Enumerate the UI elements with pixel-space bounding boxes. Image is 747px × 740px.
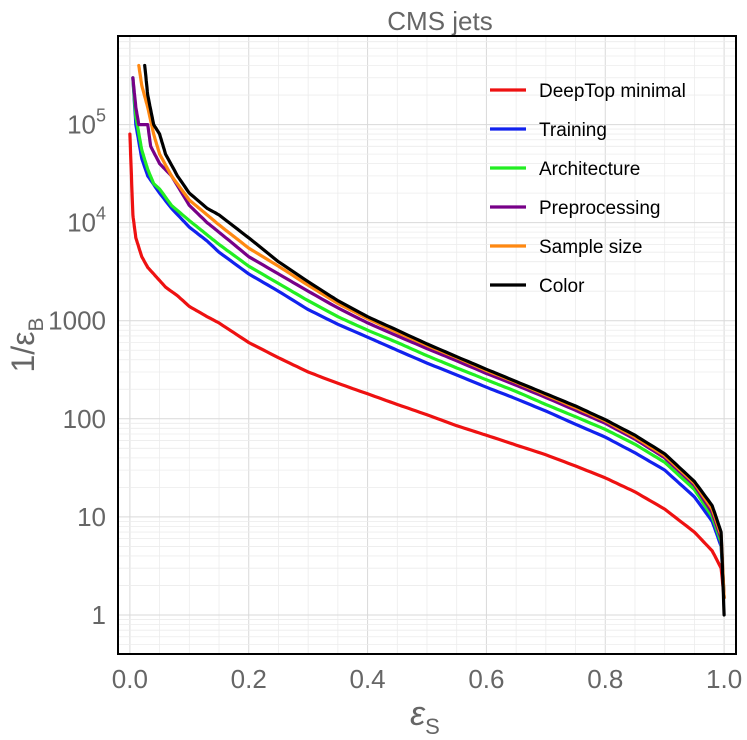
legend-label: Preprocessing bbox=[539, 198, 660, 219]
y-tick-exponent: 4 bbox=[96, 204, 106, 224]
legend: DeepTop minimal Training Architecture Prepr… bbox=[490, 81, 686, 297]
y-tick-label: 100 bbox=[63, 404, 106, 434]
legend-label: DeepTop minimal bbox=[539, 81, 686, 102]
x-tick-label: 0.2 bbox=[231, 664, 267, 694]
y-tick-base: 10 bbox=[67, 110, 96, 140]
plot-frame bbox=[117, 35, 737, 655]
grid bbox=[118, 35, 736, 655]
x-axis-subscript: S bbox=[425, 714, 440, 739]
legend-label: Architecture bbox=[539, 159, 640, 180]
y-tick-label: 104 bbox=[67, 204, 106, 238]
x-tick-labels: 0.0 0.2 0.4 0.6 0.8 1.0 bbox=[112, 664, 742, 694]
y-tick-label: 1 bbox=[92, 600, 106, 630]
x-tick-label: 0.6 bbox=[468, 664, 504, 694]
series-lines bbox=[128, 63, 726, 617]
legend-label: Sample size bbox=[539, 237, 643, 258]
y-tick-label: 10 bbox=[77, 502, 106, 532]
series-line-deeptop-minimal bbox=[128, 132, 726, 600]
series-line-preprocessing bbox=[131, 76, 726, 600]
x-tick-label: 0.0 bbox=[112, 664, 148, 694]
y-tick-label: 105 bbox=[67, 106, 106, 140]
x-axis-title: εS bbox=[410, 695, 440, 739]
series-line-architecture bbox=[131, 76, 726, 600]
y-tick-base: 10 bbox=[67, 208, 96, 238]
x-axis-symbol: ε bbox=[410, 695, 426, 733]
x-tick-label: 0.4 bbox=[349, 664, 385, 694]
y-axis-title: 1/εB bbox=[5, 318, 48, 373]
y-axis-symbol: 1/ε bbox=[5, 332, 41, 373]
series-line-training bbox=[131, 76, 726, 600]
series-line-color bbox=[143, 63, 726, 617]
series-line-sample-size bbox=[137, 63, 726, 600]
legend-label: Color bbox=[539, 276, 585, 297]
legend-label: Training bbox=[539, 120, 607, 141]
x-tick-label: 0.8 bbox=[587, 664, 623, 694]
y-tick-exponent: 5 bbox=[96, 106, 106, 126]
y-tick-label: 1000 bbox=[48, 306, 106, 336]
x-tick-label: 1.0 bbox=[706, 664, 742, 694]
y-axis-subscript: B bbox=[25, 318, 48, 332]
chart-title: CMS jets bbox=[387, 6, 492, 36]
